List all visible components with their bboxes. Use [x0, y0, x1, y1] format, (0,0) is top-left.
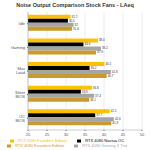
svg-text:40: 40 [102, 132, 107, 137]
svg-text:SilentBIOS: SilentBIOS [15, 90, 26, 99]
svg-text:45: 45 [121, 132, 126, 137]
svg-text:30.5: 30.5 [68, 18, 75, 23]
html-text:RTX 4090 Gaming X Trio: RTX 4090 Gaming X Trio [82, 143, 127, 148]
svg-text:OCBIOS: OCBIOS [15, 114, 25, 123]
svg-text:38.4: 38.4 [99, 38, 105, 42]
svg-text:33.9: 33.9 [82, 90, 88, 94]
svg-text:MaxLoad: MaxLoad [16, 66, 25, 75]
svg-text:40.7: 40.7 [108, 74, 114, 78]
svg-text:34.6: 34.6 [84, 42, 90, 46]
html-text:Noise Output Comparison Stock: Noise Output Comparison Stock Fans - LAe… [16, 2, 134, 8]
svg-text:31.6: 31.6 [73, 27, 79, 31]
svg-text:25: 25 [45, 132, 50, 137]
svg-text:31.2: 31.2 [71, 14, 78, 19]
html-text:RTX 4090 Founders Edition: RTX 4090 Founders Edition [15, 143, 65, 148]
svg-text:36.8: 36.8 [93, 86, 99, 90]
svg-text:37.7: 37.7 [96, 113, 102, 117]
html-text:RTX 4080 Founders Edition: RTX 4080 Founders Edition [17, 138, 68, 143]
svg-text:50: 50 [140, 132, 142, 137]
svg-text:36.1: 36.1 [90, 98, 96, 102]
svg-text:37.4: 37.4 [95, 94, 101, 98]
svg-text:30: 30 [64, 132, 69, 137]
svg-text:20: 20 [26, 132, 31, 137]
svg-text:37.9: 37.9 [97, 50, 103, 54]
svg-text:42.6: 42.6 [114, 117, 121, 122]
svg-text:35: 35 [83, 132, 88, 137]
svg-text:36.2: 36.2 [91, 66, 97, 70]
svg-text:Gaming: Gaming [11, 45, 25, 50]
svg-text:32: 32 [74, 22, 78, 27]
html-text:RTX 4080 Noctua OC: RTX 4080 Noctua OC [85, 138, 125, 143]
svg-text:39.2: 39.2 [102, 46, 108, 50]
svg-text:41.5: 41.5 [111, 109, 117, 113]
svg-text:Idle: Idle [19, 21, 26, 26]
svg-text:40.1: 40.1 [105, 62, 111, 66]
svg-text:41.8: 41.8 [111, 70, 118, 75]
svg-text:41.9: 41.9 [112, 121, 118, 125]
